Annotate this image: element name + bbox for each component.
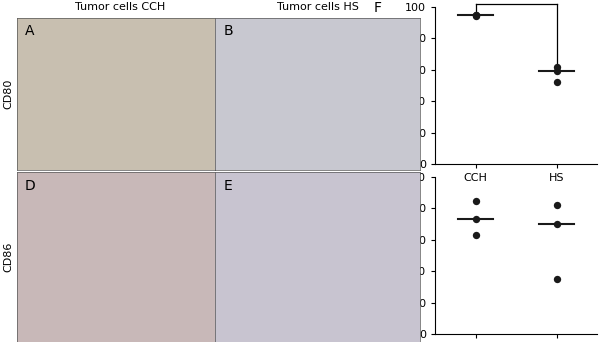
- Point: [471, 12, 481, 17]
- Point: [471, 12, 481, 17]
- Text: E: E: [223, 179, 232, 193]
- Point: [471, 216, 481, 222]
- Text: Tumor cells HS: Tumor cells HS: [277, 2, 359, 12]
- Text: A: A: [25, 24, 34, 38]
- Text: CD86: CD86: [3, 242, 13, 272]
- Point: [552, 221, 562, 227]
- Point: [552, 64, 562, 69]
- Text: C: C: [373, 171, 383, 185]
- Point: [471, 232, 481, 238]
- Point: [552, 69, 562, 74]
- Text: F: F: [373, 1, 382, 15]
- Text: Tumor cells CCH: Tumor cells CCH: [75, 2, 165, 12]
- Text: D: D: [25, 179, 35, 193]
- Text: B: B: [223, 24, 233, 38]
- Text: CD80: CD80: [3, 79, 13, 109]
- Point: [552, 202, 562, 208]
- Point: [471, 198, 481, 203]
- Y-axis label: Positive cells (%): Positive cells (%): [392, 208, 402, 303]
- Text: ***: ***: [508, 0, 524, 2]
- Point: [471, 14, 481, 19]
- Point: [552, 80, 562, 85]
- Y-axis label: Positive cells (%): Positive cells (%): [392, 38, 402, 133]
- Point: [552, 276, 562, 282]
